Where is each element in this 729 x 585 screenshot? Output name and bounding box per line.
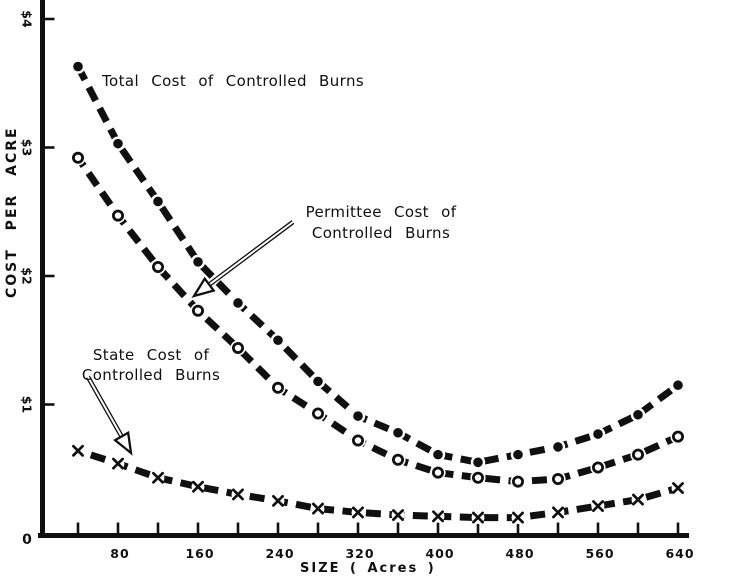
x-tick-label: 80 bbox=[110, 546, 129, 561]
permittee-cost-curve bbox=[75, 155, 680, 486]
total-cost-marker bbox=[313, 376, 323, 387]
state-arrow-shaft-inner bbox=[87, 376, 124, 440]
total-cost-marker bbox=[73, 61, 83, 72]
total-cost-marker bbox=[353, 411, 363, 421]
total-cost-marker bbox=[113, 138, 123, 149]
origin-label: 0 bbox=[22, 532, 32, 548]
x-tick-label: 320 bbox=[345, 546, 374, 561]
total-cost-marker bbox=[513, 449, 523, 460]
state-cost-marker bbox=[392, 509, 404, 521]
total-cost-marker bbox=[673, 380, 683, 391]
annotation-permittee-cost-line1: Permittee Cost of bbox=[305, 203, 457, 221]
state-cost-marker bbox=[352, 506, 364, 519]
x-tick-label: 560 bbox=[585, 546, 614, 561]
x-axis-title: SIZE ( Acres ) bbox=[300, 561, 436, 576]
state-cost-marker bbox=[552, 506, 564, 519]
permittee-arrow-shaft-inner bbox=[206, 221, 294, 288]
state-cost-marker bbox=[632, 493, 644, 506]
permittee-cost-marker bbox=[592, 461, 605, 474]
permittee-arrow-head bbox=[191, 276, 216, 298]
total-cost-marker bbox=[473, 457, 483, 468]
x-tick-label: 640 bbox=[665, 546, 694, 561]
permittee-cost-marker bbox=[431, 466, 444, 479]
permittee-cost-marker bbox=[391, 453, 404, 466]
annotation-state-cost: State Cost of Controlled Burns bbox=[60, 345, 242, 385]
state-arrow-head bbox=[113, 430, 133, 456]
x-tick-label: 240 bbox=[265, 546, 294, 561]
state-cost-marker bbox=[592, 500, 604, 512]
annotation-permittee-cost-line2: Controlled Burns bbox=[311, 224, 451, 242]
state-cost-marker bbox=[152, 471, 164, 484]
state-cost-marker bbox=[312, 502, 324, 515]
y-tick-label: $4 bbox=[20, 10, 35, 28]
annotation-total-cost: Total Cost of Controlled Burns bbox=[102, 71, 364, 92]
y-axis-title: COST PER ACRE bbox=[4, 126, 20, 298]
permittee-cost-marker bbox=[632, 448, 645, 461]
annotation-total-cost-line1: Total Cost of Controlled Burns bbox=[102, 72, 365, 90]
total-cost-marker bbox=[193, 257, 203, 267]
annotation-state-cost-line2: Controlled Burns bbox=[81, 366, 221, 384]
permittee-cost-marker bbox=[512, 475, 525, 488]
state-cost-marker bbox=[432, 510, 444, 523]
permittee-cost-marker bbox=[231, 341, 244, 354]
total-cost-marker bbox=[433, 449, 443, 460]
x-tick-label: 160 bbox=[185, 546, 214, 561]
annotation-state-cost-line1: State Cost of bbox=[92, 346, 210, 364]
total-cost-marker bbox=[553, 442, 563, 452]
state-cost-marker bbox=[112, 457, 124, 470]
state-cost-marker bbox=[72, 444, 84, 457]
state-cost-marker bbox=[672, 482, 684, 494]
y-tick-label: $2 bbox=[20, 267, 35, 284]
permittee-cost-marker bbox=[351, 434, 364, 447]
permittee-cost-marker bbox=[672, 430, 685, 443]
state-cost-marker bbox=[512, 511, 524, 524]
y-tick-label: $1 bbox=[20, 396, 35, 413]
annotation-permittee-cost: Permittee Cost of Controlled Burns bbox=[281, 202, 481, 244]
total-cost-marker bbox=[633, 409, 643, 420]
total-cost-marker bbox=[393, 427, 403, 438]
total-cost-marker bbox=[273, 335, 283, 346]
permittee-cost-marker bbox=[471, 471, 484, 484]
permittee-cost-marker bbox=[311, 407, 324, 420]
x-tick-label: 400 bbox=[425, 546, 454, 561]
state-cost-marker bbox=[272, 494, 284, 507]
permittee-cost-marker bbox=[271, 381, 284, 394]
permittee-cost-marker bbox=[112, 209, 125, 222]
permittee-cost-marker bbox=[552, 473, 565, 486]
total-cost-marker bbox=[153, 196, 163, 207]
total-cost-marker bbox=[593, 429, 603, 439]
total-cost-curve bbox=[74, 64, 681, 466]
x-tick-label: 480 bbox=[505, 546, 534, 561]
state-cost-marker bbox=[232, 488, 244, 501]
state-cost-marker bbox=[472, 511, 484, 524]
permittee-cost-marker bbox=[151, 261, 164, 274]
state-cost-marker bbox=[192, 480, 204, 493]
total-cost-marker bbox=[233, 298, 243, 308]
permittee-cost-marker bbox=[72, 151, 85, 164]
permittee-cost-marker bbox=[191, 304, 204, 317]
state-cost-curve bbox=[76, 447, 679, 522]
y-tick-label: $3 bbox=[20, 139, 35, 156]
